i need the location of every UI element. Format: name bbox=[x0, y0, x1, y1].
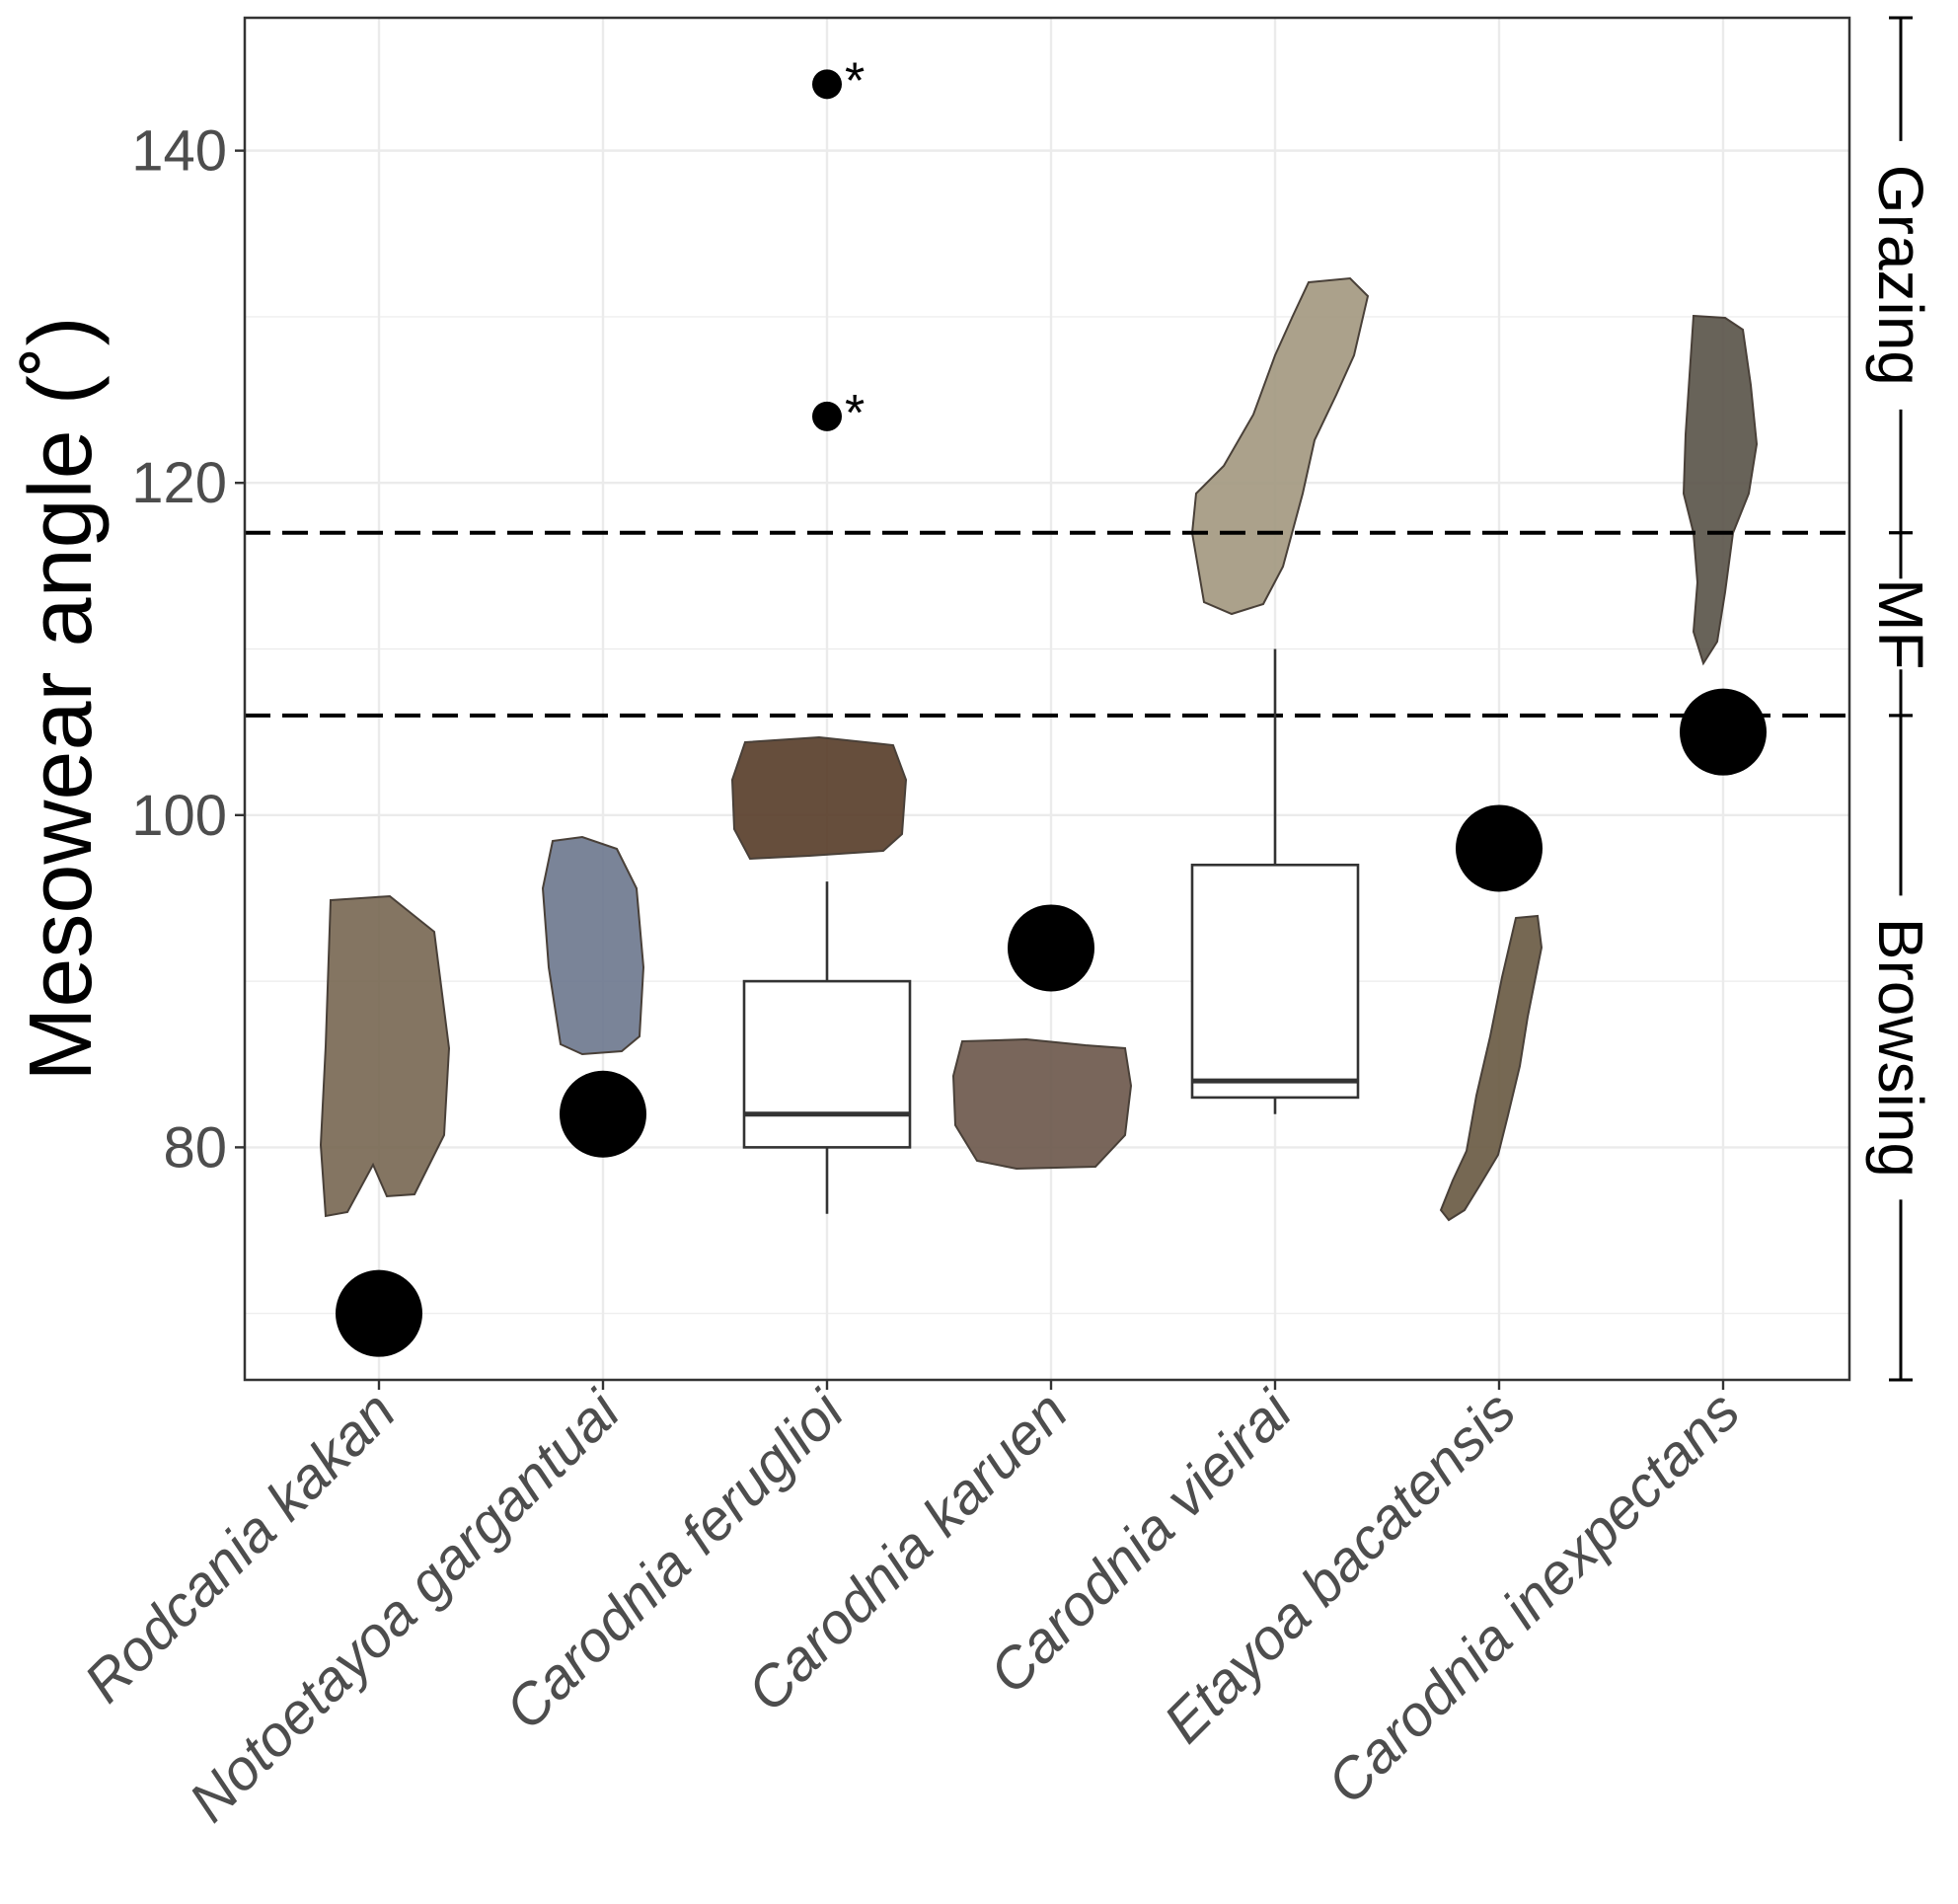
tooth-fossil-photo bbox=[319, 894, 451, 1218]
point-series: ** bbox=[336, 52, 1767, 1357]
fossil-silhouette bbox=[1190, 276, 1370, 616]
outlier-marker: * bbox=[845, 52, 865, 110]
fossil-silhouette bbox=[1439, 914, 1544, 1222]
diet-zone-label: Browsing bbox=[1865, 918, 1936, 1178]
diet-zone-grazing: Grazing bbox=[1865, 16, 1936, 535]
y-tick-label: 80 bbox=[163, 1115, 227, 1180]
box-body bbox=[1190, 863, 1360, 1100]
y-tick-label: 140 bbox=[131, 119, 227, 184]
jaw-fossil-photo bbox=[1439, 914, 1544, 1222]
x-tick-label: Carodnia inexpectans bbox=[1316, 1379, 1753, 1816]
diet-zone-browsing: Browsing bbox=[1865, 714, 1936, 1382]
outlier-marker: * bbox=[845, 385, 865, 442]
tooth-fossil-photo bbox=[951, 1037, 1133, 1171]
data-point bbox=[1456, 804, 1543, 892]
x-tick-label: Notoetayoa gargantuai bbox=[177, 1378, 633, 1834]
jaw-fossil-photo bbox=[1190, 276, 1370, 616]
diet-zone-label: MF bbox=[1865, 578, 1936, 669]
y-tick-label: 100 bbox=[131, 784, 227, 848]
diet-zone-scale: Browsing MF Grazing bbox=[1865, 16, 1936, 1382]
tooth-fossil-photo bbox=[730, 735, 908, 861]
outlier-point bbox=[812, 69, 842, 100]
diet-zone-mf: MF bbox=[1865, 531, 1936, 718]
fossil-silhouette bbox=[1682, 314, 1759, 666]
fossil-silhouette bbox=[319, 894, 451, 1218]
box-carodnia-feruglioi bbox=[742, 881, 912, 1214]
outlier-point bbox=[812, 401, 842, 431]
y-axis-label: Mesowear angle (˚) bbox=[12, 316, 111, 1081]
data-point bbox=[1680, 688, 1767, 776]
y-tick-label: 120 bbox=[131, 451, 227, 515]
jaw-fossil-photo bbox=[1682, 314, 1759, 666]
diet-zone-label: Grazing bbox=[1865, 165, 1936, 386]
fossil-silhouette bbox=[730, 735, 908, 861]
box-series bbox=[742, 648, 1360, 1214]
data-point bbox=[336, 1269, 422, 1357]
data-point bbox=[1008, 904, 1094, 992]
box-body bbox=[742, 979, 912, 1149]
tooth-fossil-photo bbox=[541, 835, 645, 1056]
fossil-silhouette bbox=[541, 835, 645, 1056]
data-point bbox=[560, 1070, 646, 1158]
box-carodnia-vieirai bbox=[1190, 648, 1360, 1114]
fossil-silhouette bbox=[951, 1037, 1133, 1171]
diet-thresholds bbox=[245, 530, 1849, 718]
grid-lines bbox=[245, 18, 1849, 1380]
specimen-images bbox=[319, 276, 1759, 1222]
plot-panel-border bbox=[243, 16, 1851, 1382]
